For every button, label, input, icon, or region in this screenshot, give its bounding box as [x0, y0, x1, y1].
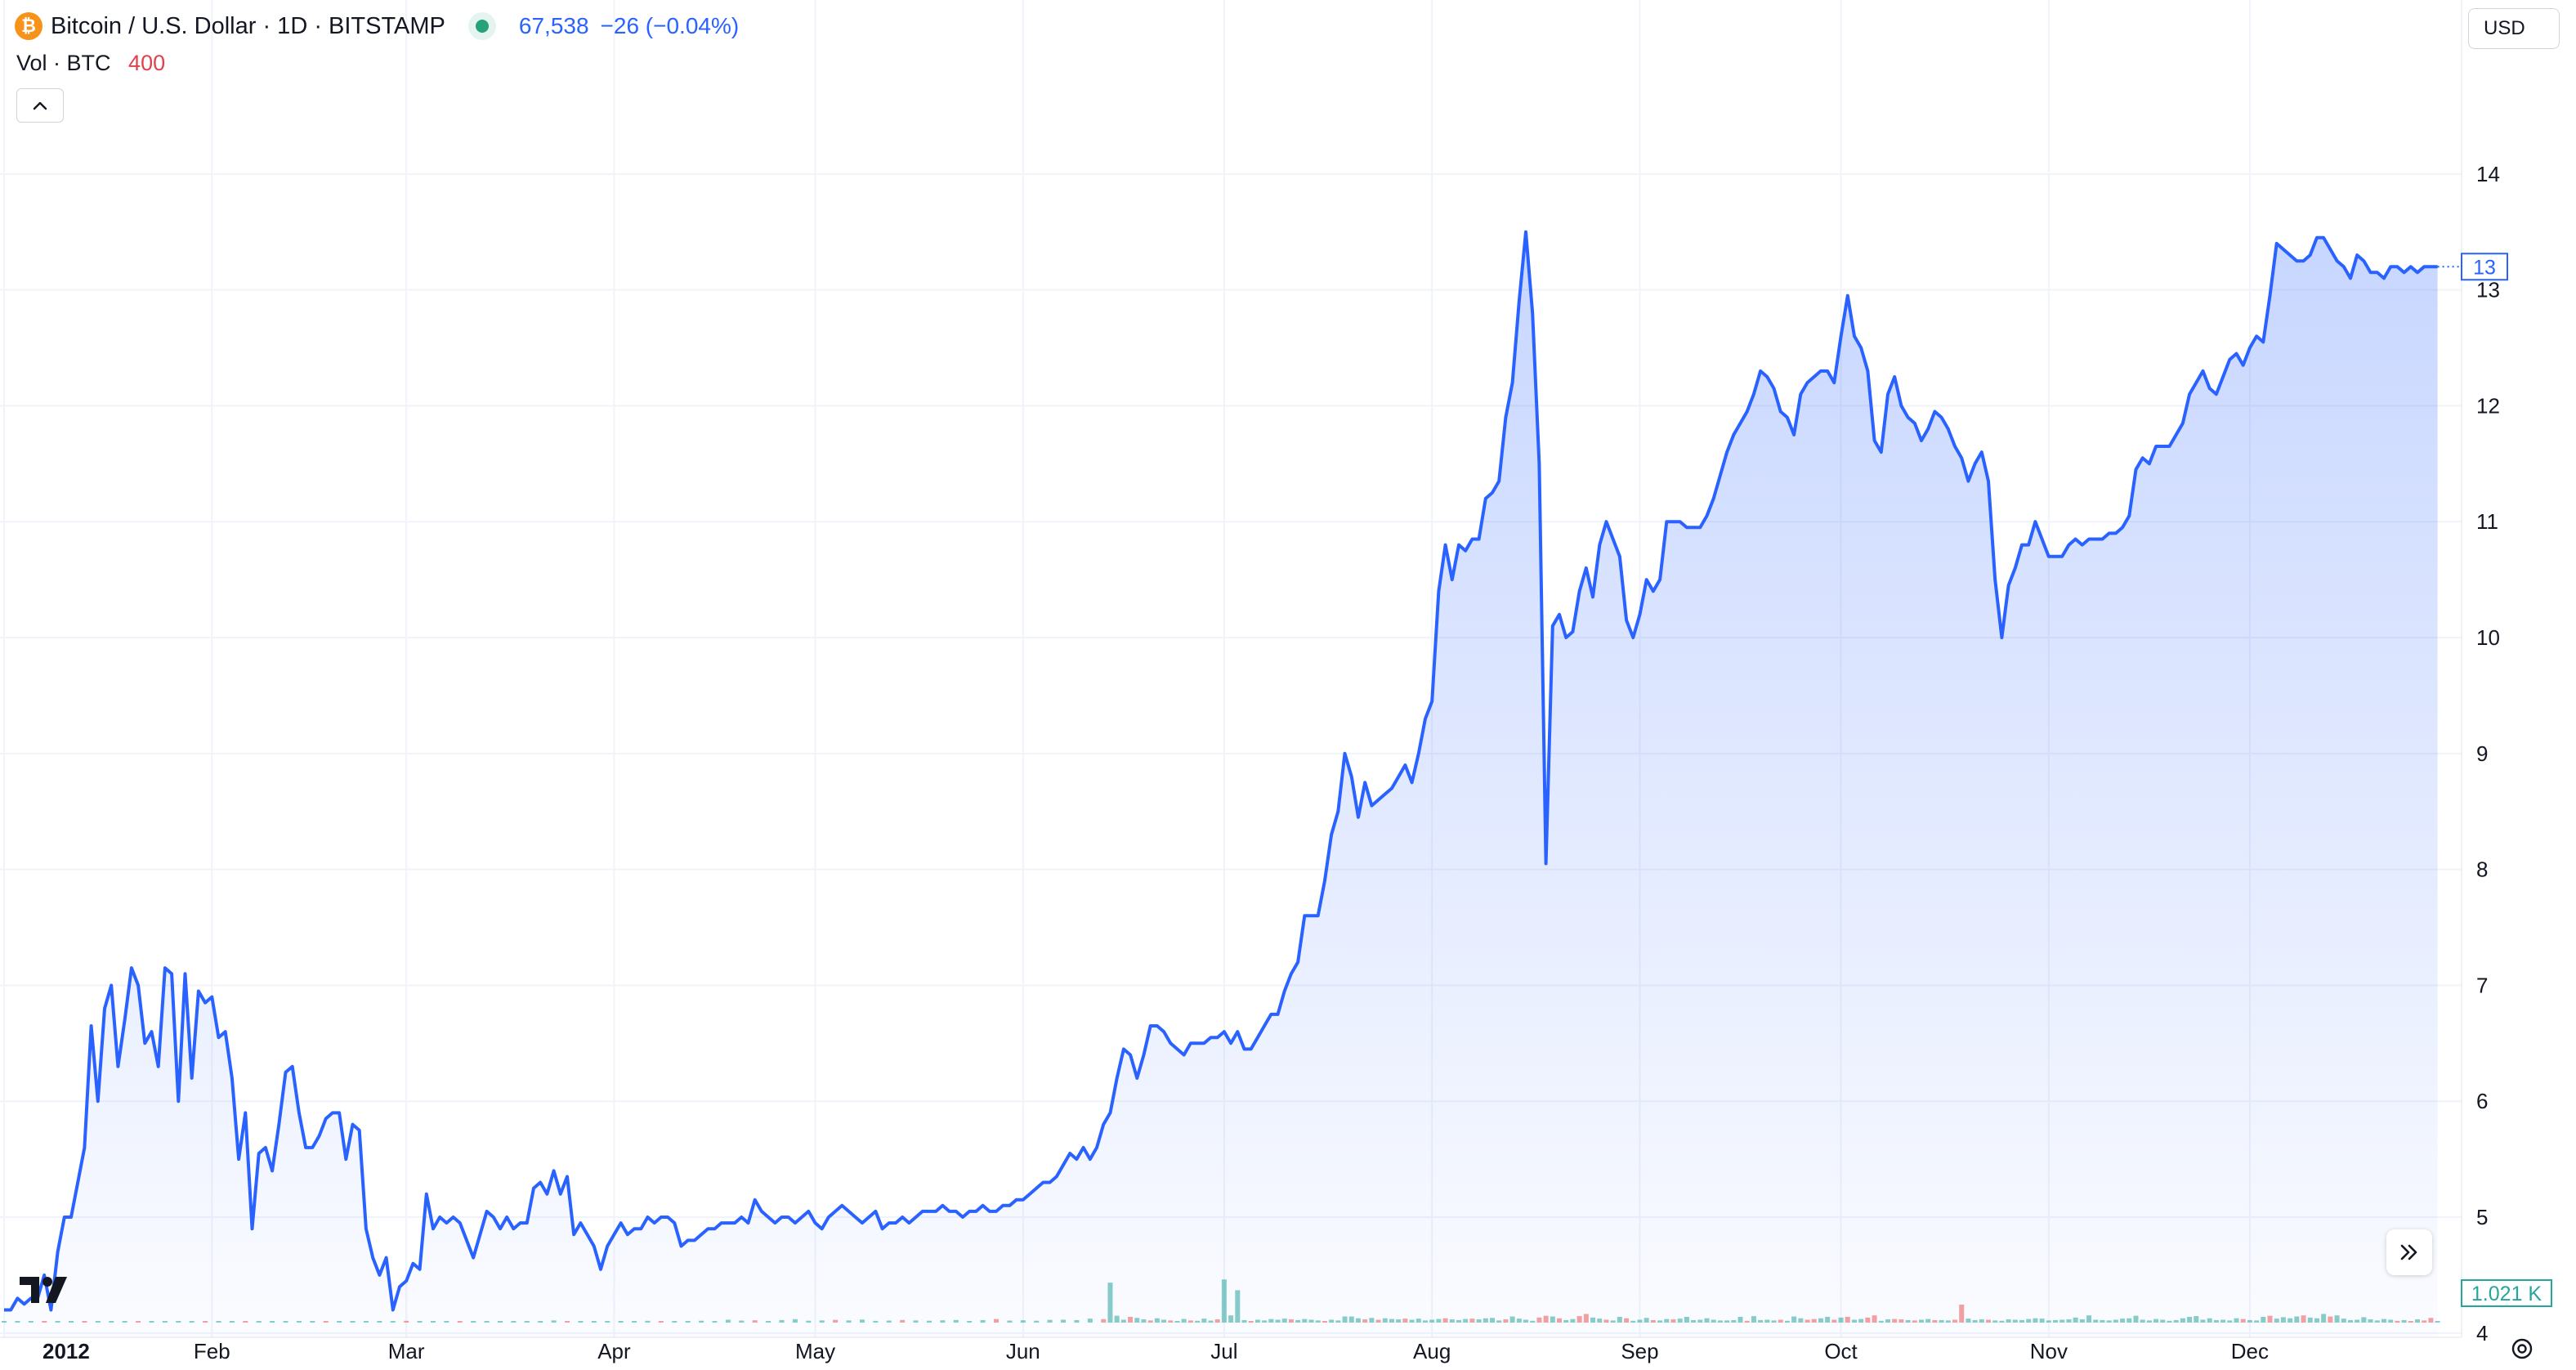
- y-tick-label: 10: [2476, 625, 2500, 650]
- volume-legend-label: Vol · BTC: [16, 51, 111, 75]
- collapse-legend-button[interactable]: [16, 88, 64, 123]
- x-tick-label: 2012: [42, 1339, 90, 1363]
- chevron-up-icon: [33, 101, 47, 110]
- symbol-header: ₿ Bitcoin / U.S. Dollar · 1D · BITSTAMP …: [15, 10, 739, 43]
- x-tick-label: Mar: [388, 1339, 425, 1363]
- y-tick-label: 9: [2476, 741, 2488, 766]
- x-tick-label: Jul: [1210, 1339, 1237, 1363]
- x-tick-label: Dec: [2231, 1339, 2269, 1363]
- y-tick-label: 14: [2476, 162, 2500, 186]
- tradingview-logo-icon[interactable]: [18, 1274, 70, 1306]
- price-change: −26 (−0.04%): [600, 13, 740, 38]
- symbol-title[interactable]: Bitcoin / U.S. Dollar · 1D · BITSTAMP: [51, 12, 445, 39]
- x-tick-label: Sep: [1621, 1339, 1658, 1363]
- double-chevron-right-icon: [2400, 1244, 2417, 1260]
- y-tick-label: 6: [2476, 1089, 2488, 1113]
- y-tick-label: 8: [2476, 857, 2488, 882]
- market-status-icon[interactable]: [467, 12, 496, 40]
- currency-selector[interactable]: USD: [2468, 8, 2560, 49]
- x-tick-label: Feb: [194, 1339, 230, 1363]
- price-area: [4, 231, 2438, 1338]
- y-tick-label: 7: [2476, 973, 2488, 997]
- last-price: 67,538: [518, 13, 589, 38]
- volume-scale-badge: [2461, 1279, 2552, 1307]
- time-scale: 2012 Feb Mar Apr May Jun Jul Aug Sep Oct Nov Dec: [42, 1339, 2269, 1363]
- y-tick-label: 5: [2476, 1205, 2488, 1229]
- scroll-to-realtime-button[interactable]: [2386, 1229, 2432, 1275]
- gear-icon[interactable]: [2507, 1334, 2537, 1363]
- bitcoin-icon: ₿: [15, 12, 42, 40]
- x-tick-label: Apr: [597, 1339, 631, 1363]
- price-scale-labels: 13 1.021 K: [2437, 253, 2552, 1307]
- x-tick-label: Aug: [1413, 1339, 1451, 1363]
- last-price-label: 13: [2473, 256, 2496, 279]
- volume-legend-value: 400: [128, 51, 166, 75]
- y-tick-label: 4: [2476, 1321, 2488, 1345]
- volume-legend[interactable]: Vol · BTC 400: [16, 51, 165, 76]
- price-scale: 4 5 6 7 8 9 10 11 12 13 14: [2476, 162, 2500, 1345]
- x-tick-label: Oct: [1824, 1339, 1858, 1363]
- x-tick-label: Nov: [2030, 1339, 2068, 1363]
- market-status-dot: [475, 20, 489, 33]
- x-tick-label: Jun: [1006, 1339, 1040, 1363]
- last-price-badge: [2461, 253, 2508, 281]
- y-tick-label: 13: [2476, 278, 2500, 302]
- price-line: [4, 230, 2438, 1312]
- y-tick-label: 12: [2476, 393, 2500, 418]
- x-tick-label: May: [795, 1339, 835, 1363]
- volume-scale-label: 1.021 K: [2471, 1283, 2542, 1305]
- y-tick-label: 11: [2476, 509, 2498, 534]
